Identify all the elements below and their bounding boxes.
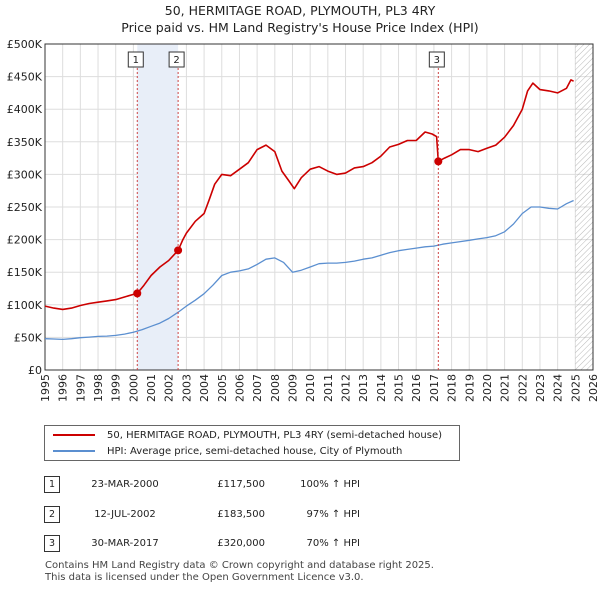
x-tick-label: 1995 [39, 374, 52, 402]
hpi-line [45, 199, 574, 341]
x-tick-label: 2024 [552, 374, 565, 402]
legend-item-property: 50, HERMITAGE ROAD, PLYMOUTH, PL3 4RY (s… [53, 427, 442, 443]
marker-label: 3 [434, 55, 440, 66]
x-tick-label: 1999 [110, 374, 123, 402]
marker-label: 2 [173, 55, 179, 66]
y-tick-label: £350K [7, 136, 43, 149]
transaction-hpi: 100% ↑ HPI [300, 479, 360, 490]
title-line-2: Price paid vs. HM Land Registry's House … [121, 20, 479, 35]
property-price-line [45, 79, 574, 311]
x-tick-label: 2025 [569, 374, 582, 402]
x-tick-label: 2003 [180, 374, 193, 402]
chart-title: 50, HERMITAGE ROAD, PLYMOUTH, PL3 4RY Pr… [0, 2, 600, 36]
table-row: 3 30-MAR-2017 £320,000 70% ↑ HPI [40, 535, 600, 553]
y-tick-label: £50K [14, 331, 43, 344]
x-tick-label: 2019 [463, 374, 476, 402]
x-tick-label: 2020 [481, 374, 494, 402]
x-tick-label: 2009 [286, 374, 299, 402]
title-line-1: 50, HERMITAGE ROAD, PLYMOUTH, PL3 4RY [164, 3, 436, 18]
x-tick-label: 2010 [304, 374, 317, 402]
x-tick-label: 2007 [251, 374, 264, 402]
x-tick-label: 1996 [57, 374, 70, 402]
x-tick-label: 2018 [446, 374, 459, 402]
footer: Contains HM Land Registry data © Crown c… [45, 560, 434, 584]
axis-labels: £0 £50K £100K £150K £200K £250K £300K £350K £400… [7, 38, 600, 402]
y-tick-label: £0 [28, 364, 42, 377]
legend-swatch-hpi [53, 450, 95, 452]
legend-swatch-property [53, 434, 95, 436]
marker-label-box [127, 51, 144, 68]
x-tick-label: 2011 [322, 374, 335, 402]
chart-svg: 1 2 3 £0 £50K £100K £150K £200K £250K £300K £350K… [7, 38, 600, 402]
y-tick-label: £200K [7, 234, 43, 247]
transaction-price: £320,000 [217, 538, 265, 549]
table-row: 1 23-MAR-2000 £117,500 100% ↑ HPI [40, 476, 600, 494]
plot-frame [44, 43, 594, 371]
legend-item-hpi: HPI: Average price, semi-detached house,… [53, 443, 402, 459]
transaction-date: 12-JUL-2002 [94, 509, 156, 520]
x-tick-label: 2014 [375, 374, 388, 402]
footer-line-1: Contains HM Land Registry data © Crown c… [45, 560, 434, 571]
x-tick-label: 1998 [92, 374, 105, 402]
x-tick-label: 2006 [233, 374, 246, 402]
transaction-point [434, 157, 443, 166]
legend-label-hpi: HPI: Average price, semi-detached house,… [107, 445, 403, 457]
x-tick-label: 2022 [516, 374, 529, 402]
marker-label-box [168, 51, 185, 68]
y-tick-label: £450K [7, 71, 43, 84]
x-tick-label: 2004 [198, 374, 211, 402]
transaction-number: 2 [44, 506, 60, 523]
y-tick-label: £250K [7, 201, 43, 214]
y-tick-label: £100K [7, 299, 43, 312]
shaded-band-layer [137, 44, 593, 370]
legend-label-property: 50, HERMITAGE ROAD, PLYMOUTH, PL3 4RY (s… [107, 429, 443, 441]
transaction-date: 23-MAR-2000 [91, 479, 159, 490]
x-tick-label: 1997 [74, 374, 87, 402]
footer-line-2: This data is licensed under the Open Gov… [45, 572, 364, 583]
transaction-hpi: 97% ↑ HPI [306, 509, 360, 520]
future-hatch [575, 44, 593, 370]
marker-label: 1 [133, 55, 139, 66]
legend: 50, HERMITAGE ROAD, PLYMOUTH, PL3 4RY (s… [44, 425, 460, 461]
transaction-date: 30-MAR-2017 [91, 538, 159, 549]
x-tick-label: 2023 [534, 374, 547, 402]
grid-lines [44, 43, 594, 371]
transaction-point [174, 246, 183, 255]
x-tick-label: 2016 [410, 374, 423, 402]
transaction-number: 1 [44, 476, 60, 493]
y-tick-label: £300K [7, 168, 43, 181]
x-tick-label: 2001 [145, 374, 158, 402]
x-tick-label: 2002 [163, 374, 176, 402]
transaction-number: 3 [44, 535, 60, 552]
x-tick-label: 2000 [127, 374, 140, 402]
x-tick-label: 2013 [357, 374, 370, 402]
shaded-period [137, 44, 179, 370]
x-tick-label: 2026 [587, 374, 600, 402]
x-tick-label: 2005 [216, 374, 229, 402]
x-tick-label: 2017 [428, 374, 441, 402]
x-tick-label: 2015 [393, 374, 406, 402]
x-tick-label: 2021 [499, 374, 512, 402]
marker-label-box [428, 51, 445, 68]
marker-layer: 1 2 3 [127, 51, 445, 370]
transaction-hpi: 70% ↑ HPI [306, 538, 360, 549]
transaction-point [133, 289, 142, 298]
table-row: 2 12-JUL-2002 £183,500 97% ↑ HPI [40, 506, 600, 524]
y-tick-label: £150K [7, 266, 43, 279]
y-tick-label: £500K [7, 38, 43, 51]
transaction-price: £117,500 [217, 479, 265, 490]
x-tick-label: 2008 [269, 374, 282, 402]
series-layer [45, 79, 574, 341]
transaction-price: £183,500 [217, 509, 265, 520]
y-tick-label: £400K [7, 103, 43, 116]
x-tick-label: 2012 [340, 374, 353, 402]
